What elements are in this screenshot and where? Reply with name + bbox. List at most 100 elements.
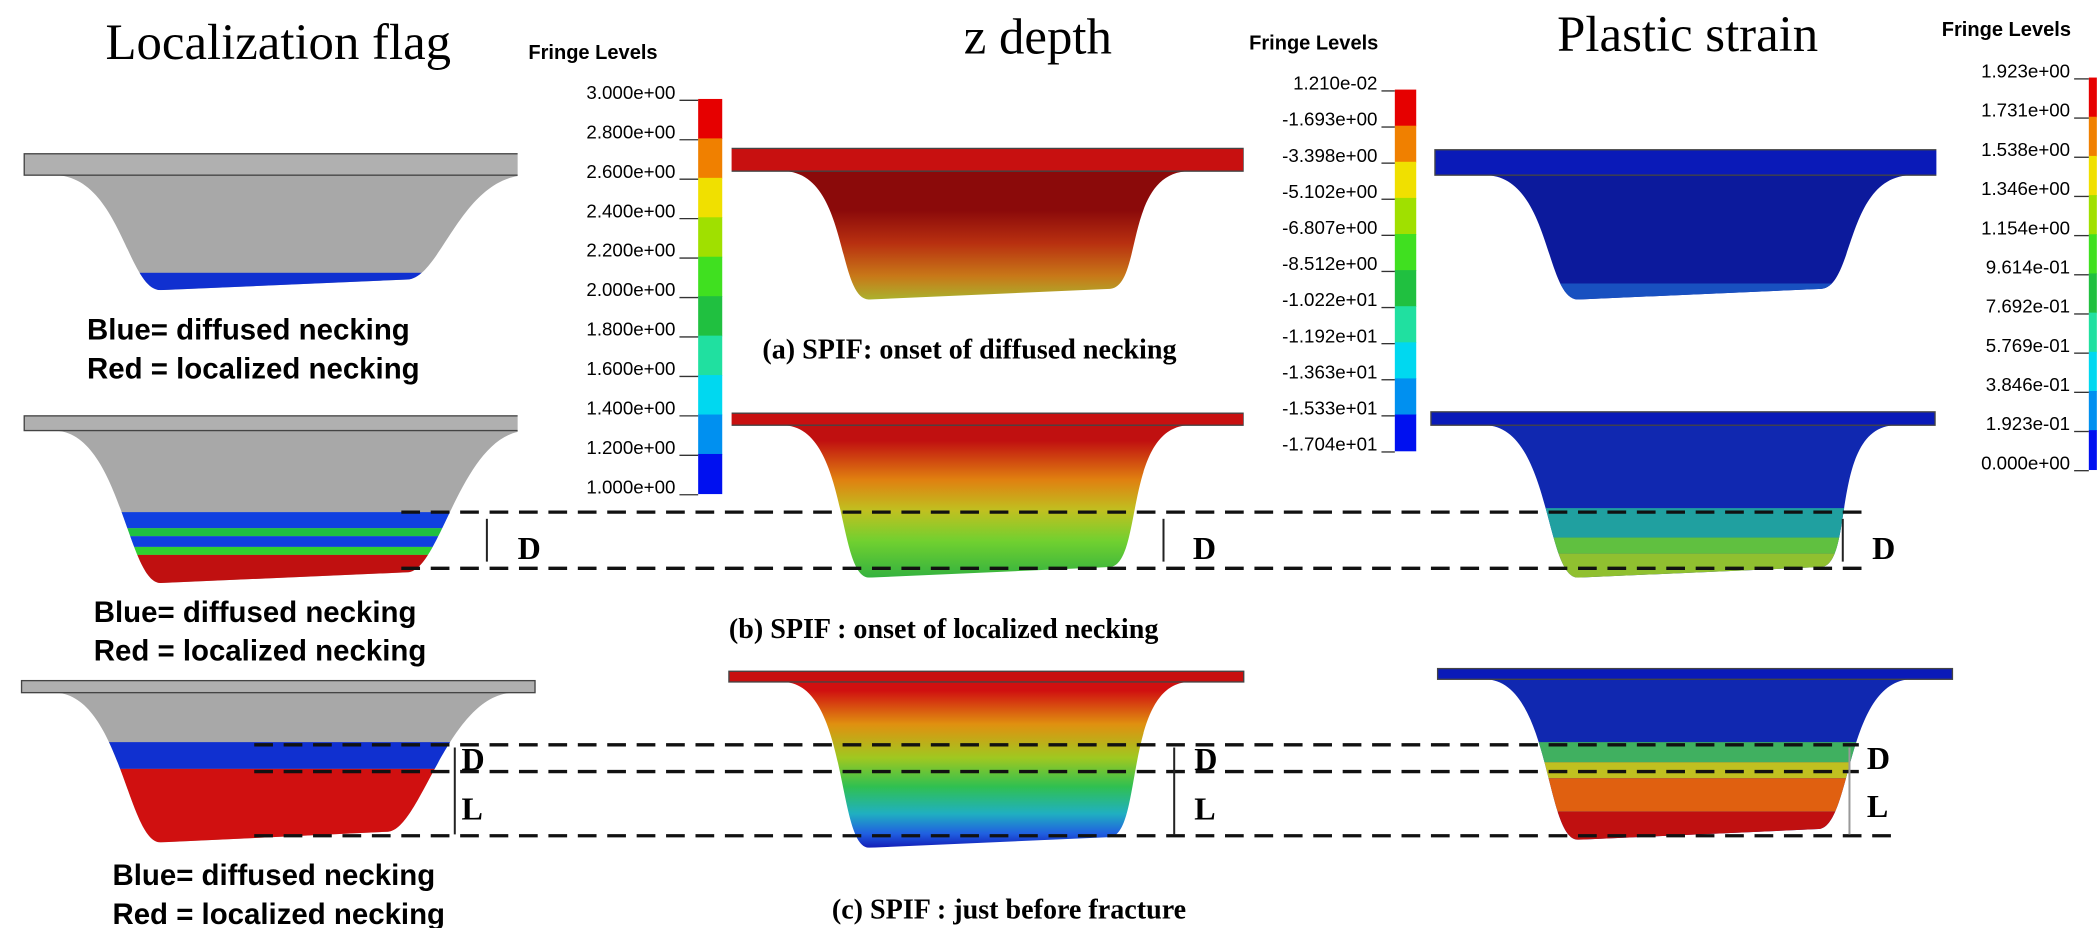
legend-level: -1.192e+01 (1282, 325, 1377, 346)
result-panel (722, 407, 1247, 592)
legend-level: 1.200e+00 (586, 437, 675, 458)
dimension-label: D (461, 741, 484, 777)
flange (20, 679, 536, 694)
column-title: Localization flag (106, 14, 452, 70)
legend-level: 1.000e+00 (586, 476, 675, 497)
note: Blue= diffused necking (112, 859, 435, 892)
legend-swatch (2088, 155, 2097, 196)
legend-swatch (1394, 125, 1417, 163)
legend-level: -6.807e+00 (1282, 217, 1377, 238)
dimension-label: D (1193, 530, 1216, 566)
dimension-label: D (1194, 741, 1217, 777)
flange (23, 415, 536, 432)
legend-level: 1.154e+00 (1981, 217, 2070, 238)
legend-swatch (698, 296, 723, 337)
dimension-arrows (453, 518, 1851, 835)
legend-swatch (1394, 414, 1417, 452)
legends: Fringe Levels 3.000e+00 2.800e+00 2.600e+00… (517, 9, 2097, 515)
dimension-label: D (1867, 740, 1890, 776)
legend-title: Fringe Levels (1249, 32, 1378, 54)
legend-level: 9.614e-01 (1986, 256, 2070, 277)
contour-band (53, 536, 529, 547)
note: Red = localized necking (87, 352, 420, 385)
caption: (c) SPIF : just before fracture (832, 895, 1186, 926)
legend-swatch (1394, 378, 1417, 416)
dimension-label: D (518, 530, 541, 566)
legend-swatch (698, 335, 723, 376)
result-panel (16, 675, 541, 860)
legend-level: -1.533e+01 (1282, 398, 1377, 419)
legend-swatch (2088, 430, 2097, 471)
legend-swatch (1394, 306, 1417, 343)
legend-background (517, 9, 732, 509)
dimension-label: D (1872, 530, 1895, 566)
legend-swatch (1394, 234, 1417, 271)
contour-band (1484, 742, 1913, 763)
legend-level: 3.000e+00 (586, 82, 675, 103)
caption: (a) SPIF: onset of diffused necking (762, 334, 1176, 365)
legend-swatch (2088, 390, 2097, 431)
legend-swatch (698, 375, 723, 416)
legend-level: 2.400e+00 (586, 200, 675, 221)
legend-swatch (1394, 197, 1417, 235)
legend-swatch (698, 217, 723, 258)
contour-band (53, 528, 529, 537)
panels (16, 124, 1957, 860)
note: Red = localized necking (94, 635, 427, 668)
legend-swatch (1394, 161, 1417, 199)
legend-swatch (2088, 195, 2097, 235)
legend-level: 1.346e+00 (1981, 178, 2070, 199)
result-panel (722, 664, 1247, 855)
dimension-label: L (461, 791, 482, 827)
legend-level: -3.398e+00 (1282, 145, 1377, 166)
legend-swatch (2088, 116, 2097, 157)
legend-level: 7.692e-01 (1986, 296, 2070, 317)
legend: Fringe Levels 3.000e+00 2.800e+00 2.600e+00… (517, 9, 732, 509)
legend-swatch (2088, 234, 2097, 275)
legend-level: 5.769e-01 (1986, 335, 2070, 356)
legend-level: 1.600e+00 (586, 358, 675, 379)
legend-level: 0.000e+00 (1981, 452, 2070, 473)
dimension-label: L (1194, 791, 1215, 827)
legend-level: -1.363e+01 (1282, 361, 1377, 382)
legend-level: -1.704e+01 (1282, 434, 1377, 455)
legend-level: -1.022e+01 (1282, 289, 1377, 310)
contour-band (53, 546, 529, 555)
legend-swatch (1394, 270, 1417, 307)
contour-band (1484, 537, 1897, 554)
legend-swatch (1394, 342, 1417, 380)
caption: (b) SPIF : onset of localized necking (729, 614, 1158, 645)
column-title: Plastic strain (1557, 6, 1818, 62)
dimension-lines (254, 510, 1899, 838)
result-panel (722, 124, 1247, 406)
legend-level: -1.693e+00 (1282, 109, 1377, 130)
legend-swatch (698, 256, 723, 297)
legend-level: -8.512e+00 (1282, 253, 1377, 274)
legend-level: -5.102e+00 (1282, 181, 1377, 202)
contour-band (53, 512, 529, 529)
legend-level: 2.600e+00 (586, 161, 675, 182)
legend-background (1936, 10, 2097, 515)
legend-level: 3.846e-01 (1986, 374, 2070, 395)
flange (728, 412, 1245, 426)
legend-swatch (698, 138, 723, 179)
result-panel (1424, 131, 1954, 315)
flange (728, 670, 1245, 683)
legend-level: 1.923e+00 (1981, 61, 2070, 82)
legend-title: Fringe Levels (1942, 19, 2071, 41)
legend-title: Fringe Levels (528, 42, 657, 64)
legend-level: 1.731e+00 (1981, 100, 2070, 121)
flange (1436, 667, 1954, 680)
result-panel (16, 124, 541, 315)
note: Blue= diffused necking (94, 596, 417, 629)
flange (1434, 149, 1954, 176)
legend-swatch (2088, 312, 2097, 353)
result-panel (1420, 320, 1949, 592)
legend-swatch (1394, 89, 1417, 127)
column-title: z depth (964, 8, 1112, 64)
legend-swatch (2088, 77, 2097, 118)
legend: Fringe Levels 1.210e-02 -1.693e+00 -3.398e+… (1243, 22, 1429, 502)
legend-swatch (698, 98, 723, 140)
